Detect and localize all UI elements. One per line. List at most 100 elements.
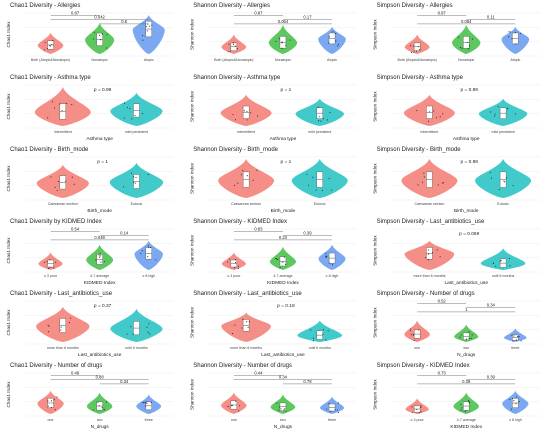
- data-point: [134, 114, 136, 116]
- data-point: [236, 48, 238, 50]
- data-point: [99, 34, 101, 36]
- data-point: [325, 256, 327, 258]
- data-point: [155, 259, 157, 261]
- x-axis-label: N_drugs: [457, 352, 476, 358]
- data-point: [46, 260, 48, 262]
- data-point: [98, 405, 100, 407]
- data-point: [98, 254, 100, 256]
- comparison-p-value: 0.44: [254, 371, 263, 376]
- data-point: [56, 189, 58, 192]
- panel-title: Chao1 Diversity - Number of drugs: [10, 363, 102, 369]
- x-tick-label: until 6 months: [492, 274, 515, 278]
- data-point: [145, 405, 147, 407]
- panel-9: Simpson Diversity - Birth_mode Simpson In…: [373, 147, 540, 214]
- data-point: [133, 176, 135, 178]
- data-point: [518, 336, 520, 338]
- data-point: [241, 327, 243, 329]
- y-axis-label: Shannon Index: [189, 378, 194, 410]
- x-tick-label: Nonatopic: [458, 58, 474, 62]
- data-point: [468, 45, 471, 47]
- data-point: [420, 411, 422, 413]
- data-point: [427, 120, 430, 122]
- data-point: [70, 317, 72, 319]
- x-tick-label: Eutocic: [497, 202, 509, 206]
- data-point: [492, 262, 494, 264]
- data-point: [322, 118, 324, 120]
- data-point: [460, 409, 462, 411]
- data-point: [328, 178, 330, 180]
- comparison-p-value: 0.39: [487, 375, 496, 380]
- data-point: [412, 45, 414, 47]
- panel-1: Chao1 Diversity - Allergies Chao1 Index Bo…: [6, 3, 174, 62]
- data-point: [148, 246, 150, 248]
- data-point: [310, 329, 312, 331]
- data-point: [323, 329, 325, 331]
- data-point: [276, 259, 279, 261]
- data-point: [135, 176, 137, 178]
- panel-title: Chao1 Diversity - Last_antibiotics_use: [10, 291, 113, 297]
- x-axis-label: N_drugs: [91, 424, 110, 430]
- comparison-p-value: 0.87: [71, 11, 80, 16]
- x-tick-label: Nonatopic: [275, 58, 291, 62]
- data-point: [47, 117, 49, 119]
- panel-5: Shannon Diversity - Asthma type Shannon I…: [189, 75, 357, 142]
- panel-title: Simpson Diversity - Number of drugs: [377, 291, 475, 297]
- data-point: [427, 253, 429, 255]
- panel-7: Chao1 Diversity - Birth_mode Chao1 Index B…: [6, 147, 174, 214]
- data-point: [416, 50, 418, 52]
- data-point: [320, 120, 322, 122]
- data-point: [142, 35, 144, 37]
- data-point: [146, 401, 148, 403]
- data-point: [467, 41, 469, 43]
- x-tick-label: ≤ 3 poor: [411, 418, 425, 422]
- data-point: [471, 334, 473, 336]
- data-point: [326, 119, 328, 121]
- data-point: [56, 396, 58, 398]
- x-tick-label: more than 6 months: [413, 274, 445, 278]
- panel-11: Shannon Diversity - KIDMED Index Shannon …: [189, 219, 357, 286]
- panel-10: Chao1 Diversity by KIDMED Index Chao1 Ind…: [6, 219, 174, 286]
- data-point: [49, 266, 51, 268]
- data-point: [48, 325, 50, 327]
- data-point: [508, 31, 510, 33]
- data-point: [418, 412, 420, 414]
- y-axis-label: Chao1 Index: [6, 165, 11, 192]
- data-point: [509, 31, 511, 33]
- panel-6: Simpson Diversity - Asthma type Simpson I…: [373, 75, 540, 142]
- data-point: [495, 265, 497, 267]
- panel-title: Shannon Diversity - Birth_mode: [193, 147, 278, 153]
- data-point: [227, 51, 229, 53]
- data-point: [337, 402, 339, 404]
- panel-3: Simpson Diversity - Allergies Simpson Ind…: [373, 3, 540, 62]
- x-tick-label: Nonatopic: [92, 58, 108, 62]
- p-value-label: p = 1: [280, 87, 291, 93]
- data-point: [514, 113, 516, 115]
- data-point: [336, 409, 338, 411]
- y-axis-label: Chao1 Index: [6, 381, 11, 408]
- panel-title: Simpson Diversity - Allergies: [377, 3, 453, 9]
- comparison-p-value: 0.34: [487, 303, 496, 308]
- p-value-label: p = 0.98: [460, 159, 478, 165]
- data-point: [73, 183, 75, 185]
- data-point: [427, 249, 430, 251]
- comparison-p-value: 1: [465, 307, 468, 312]
- data-point: [66, 102, 68, 105]
- x-tick-label: Atopic: [144, 58, 154, 62]
- data-point: [515, 339, 517, 341]
- data-point: [106, 47, 108, 49]
- data-point: [92, 409, 94, 411]
- data-point: [281, 42, 283, 44]
- comparison-p-value: 0.34: [120, 379, 129, 384]
- data-point: [419, 49, 421, 51]
- data-point: [312, 176, 314, 178]
- panel-8: Shannon Diversity - Birth_mode Shannon In…: [189, 147, 357, 214]
- data-point: [242, 318, 244, 320]
- data-point: [234, 324, 236, 326]
- data-point: [234, 267, 236, 269]
- data-point: [65, 180, 67, 182]
- data-point: [329, 111, 331, 113]
- data-point: [147, 256, 149, 258]
- data-point: [331, 264, 334, 266]
- x-tick-label: two: [463, 346, 469, 350]
- data-point: [60, 329, 62, 331]
